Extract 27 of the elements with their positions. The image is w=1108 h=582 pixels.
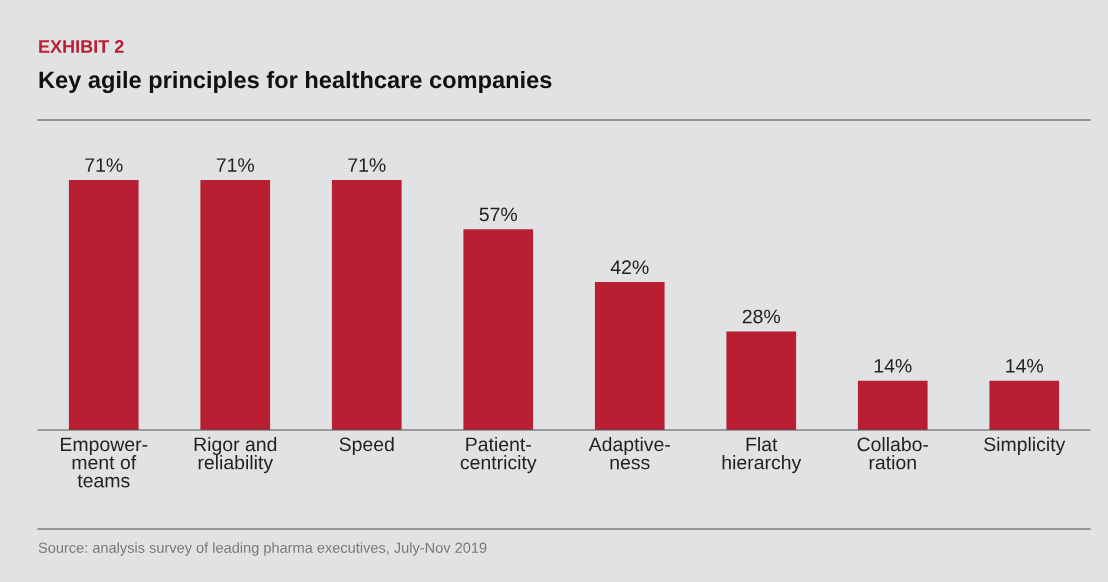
x-tick-label: Speed xyxy=(339,436,394,456)
x-tick-label: Collabo- ration xyxy=(857,436,929,470)
bar xyxy=(726,331,797,430)
data-label: 14% xyxy=(874,359,912,373)
x-tick-label: Flat hierarchy xyxy=(722,436,802,474)
bar xyxy=(463,229,534,430)
data-label: 28% xyxy=(742,309,781,324)
x-tick-label: Rigor and reliability xyxy=(194,436,277,474)
x-tick-label: Adaptive- ness xyxy=(588,436,670,470)
text: EXHIBIT 2 xyxy=(39,40,124,53)
bar xyxy=(857,380,928,430)
data-label: 71% xyxy=(85,158,123,172)
bar xyxy=(68,180,139,430)
data-label: 71% xyxy=(216,158,255,172)
data-label: 71% xyxy=(348,158,386,172)
data-label: 57% xyxy=(479,207,518,222)
source-note: Source: analysis survey of leading pharma executives, July-Nov 2019 xyxy=(38,542,487,556)
x-tick-label: Patient- centricity xyxy=(460,436,537,474)
bar xyxy=(594,282,665,430)
data-label: 14% xyxy=(1006,359,1044,373)
x-tick-label: Empower- ment of teams xyxy=(61,437,148,488)
bar xyxy=(331,180,402,430)
bar xyxy=(989,380,1060,430)
bar xyxy=(200,180,271,430)
data-label: 42% xyxy=(610,260,649,275)
x-tick-label: Simplicity xyxy=(984,436,1066,456)
chart-title: Key agile principles for healthcare companies xyxy=(39,70,552,94)
